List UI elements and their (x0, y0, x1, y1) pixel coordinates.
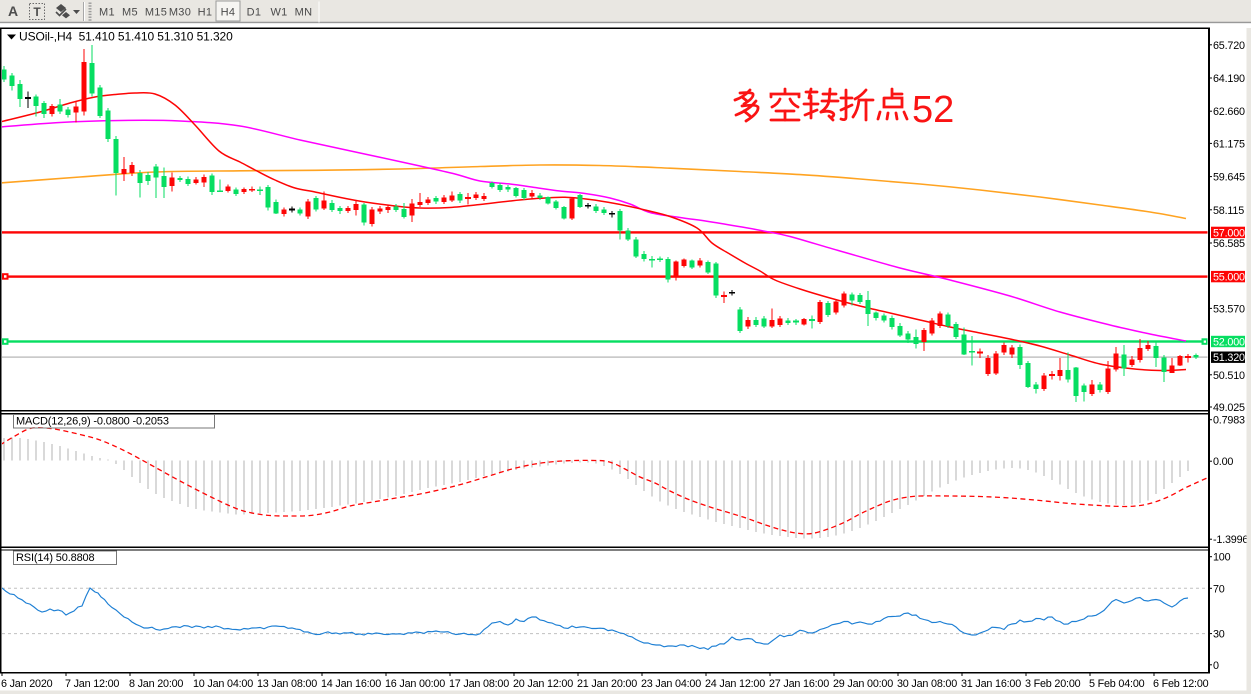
svg-text:8 Jan 20:00: 8 Jan 20:00 (129, 678, 183, 690)
svg-text:A: A (8, 3, 18, 19)
svg-text:W1: W1 (270, 7, 287, 19)
svg-text:RSI(14) 50.8808: RSI(14) 50.8808 (16, 552, 94, 564)
svg-text:23 Jan 04:00: 23 Jan 04:00 (641, 678, 701, 690)
svg-text:51.320: 51.320 (1213, 352, 1245, 364)
svg-text:D1: D1 (247, 7, 262, 19)
svg-text:13 Jan 08:00: 13 Jan 08:00 (257, 678, 317, 690)
svg-text:53.570: 53.570 (1213, 303, 1245, 315)
svg-text:64.190: 64.190 (1213, 73, 1245, 85)
svg-text:61.175: 61.175 (1213, 138, 1245, 150)
svg-text:21 Jan 20:00: 21 Jan 20:00 (577, 678, 637, 690)
svg-text:MACD(12,26,9) -0.0800 -0.2053: MACD(12,26,9) -0.0800 -0.2053 (16, 416, 169, 428)
svg-text:7 Jan 12:00: 7 Jan 12:00 (65, 678, 119, 690)
svg-text:T: T (33, 5, 41, 19)
svg-text:USOil-,H4 51.410 51.410 51.31: USOil-,H4 51.410 51.410 51.310 51.320 (19, 30, 233, 44)
svg-text:6 Feb 12:00: 6 Feb 12:00 (1153, 678, 1209, 690)
svg-text:29 Jan 00:00: 29 Jan 00:00 (833, 678, 893, 690)
svg-text:100: 100 (1213, 552, 1231, 564)
svg-text:49.025: 49.025 (1213, 402, 1245, 414)
svg-text:5 Feb 04:00: 5 Feb 04:00 (1089, 678, 1145, 690)
svg-text:10 Jan 04:00: 10 Jan 04:00 (193, 678, 253, 690)
svg-text:M30: M30 (169, 7, 191, 19)
svg-text:57.000: 57.000 (1213, 227, 1245, 239)
svg-text:31 Jan 16:00: 31 Jan 16:00 (961, 678, 1021, 690)
svg-text:65.720: 65.720 (1213, 40, 1245, 52)
svg-text:30: 30 (1213, 629, 1225, 641)
svg-text:59.645: 59.645 (1213, 172, 1245, 184)
svg-text:0.7983: 0.7983 (1213, 415, 1245, 427)
svg-text:-1.3996: -1.3996 (1213, 534, 1248, 546)
svg-text:52.000: 52.000 (1213, 337, 1245, 349)
svg-text:16 Jan 00:00: 16 Jan 00:00 (385, 678, 445, 690)
svg-text:M15: M15 (145, 7, 167, 19)
svg-text:6 Jan 2020: 6 Jan 2020 (1, 678, 53, 690)
svg-text:50.510: 50.510 (1213, 370, 1245, 382)
svg-text:55.000: 55.000 (1213, 272, 1245, 284)
svg-text:24 Jan 12:00: 24 Jan 12:00 (705, 678, 765, 690)
svg-text:52: 52 (912, 89, 954, 131)
svg-text:MN: MN (295, 7, 313, 19)
svg-text:56.585: 56.585 (1213, 238, 1245, 250)
svg-text:58.115: 58.115 (1213, 205, 1244, 217)
svg-text:M1: M1 (99, 7, 115, 19)
svg-text:H1: H1 (198, 7, 213, 19)
svg-text:3 Feb 20:00: 3 Feb 20:00 (1025, 678, 1081, 690)
svg-text:0.00: 0.00 (1213, 456, 1233, 468)
svg-text:M5: M5 (122, 7, 138, 19)
svg-text:27 Jan 16:00: 27 Jan 16:00 (769, 678, 829, 690)
svg-text:0: 0 (1213, 660, 1219, 672)
svg-text:14 Jan 16:00: 14 Jan 16:00 (321, 678, 381, 690)
svg-text:H4: H4 (221, 7, 236, 19)
svg-text:30 Jan 08:00: 30 Jan 08:00 (897, 678, 957, 690)
svg-text:62.660: 62.660 (1213, 106, 1245, 118)
svg-text:17 Jan 08:00: 17 Jan 08:00 (449, 678, 509, 690)
svg-text:20 Jan 12:00: 20 Jan 12:00 (513, 678, 573, 690)
svg-text:70: 70 (1213, 583, 1225, 595)
